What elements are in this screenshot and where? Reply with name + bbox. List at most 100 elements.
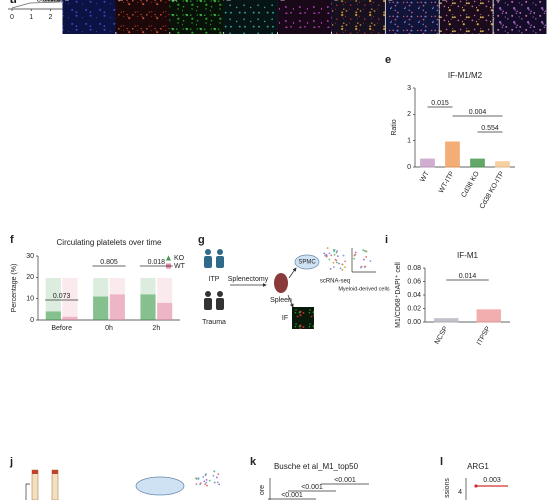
- tube: [51, 469, 59, 500]
- umap-dot: [336, 250, 339, 253]
- spleen: [274, 273, 288, 293]
- panel-label: j: [9, 456, 13, 468]
- umap-dot: [212, 474, 215, 477]
- umap-dot: [216, 481, 219, 484]
- label: Splenectomy: [228, 276, 269, 283]
- row-label: WT-ITP: [44, 0, 66, 4]
- point: [474, 484, 478, 488]
- umap-dot: [217, 473, 220, 476]
- p-value: 0.003: [483, 477, 501, 484]
- y-tick-label: 0.06: [407, 278, 421, 285]
- umap-dot: [213, 470, 216, 473]
- panel-label: i: [385, 234, 388, 246]
- umap-dot: [342, 254, 345, 257]
- umap-dot: [195, 478, 198, 480]
- y-tick-label: 0.04: [407, 292, 421, 299]
- p-value: 0.004: [469, 109, 487, 116]
- umap-dot: [338, 262, 340, 265]
- panel-label: f: [10, 234, 14, 246]
- umap-dot: [336, 255, 339, 258]
- umap-dot: [344, 260, 347, 263]
- y-tick-label: 20: [26, 274, 34, 281]
- bar: [62, 316, 78, 320]
- dish: [294, 254, 320, 270]
- y-tick-label: 0.02: [407, 305, 421, 312]
- legend-swatch: [166, 255, 171, 261]
- plot-dot: [362, 249, 365, 251]
- row-label: Control-SP: [337, 0, 369, 4]
- plot-dot: [354, 253, 357, 256]
- bar: [93, 296, 109, 320]
- umap-dot: [332, 261, 335, 264]
- panel-label: e: [385, 54, 391, 66]
- bar: [420, 158, 435, 168]
- x-tick-label: ITPSP: [476, 325, 492, 346]
- bar: [45, 311, 61, 320]
- umap-dot: [326, 247, 329, 249]
- micrograph: [493, 0, 547, 34]
- tube-cap: [32, 470, 38, 474]
- bar: [470, 158, 485, 168]
- plot-dot: [353, 257, 355, 260]
- umap-dot: [323, 252, 326, 255]
- label: scRNA-seq: [320, 279, 350, 285]
- if-image: [292, 307, 314, 329]
- label: ITP: [209, 276, 220, 283]
- p-value: 0.015: [431, 100, 449, 107]
- bar: [476, 309, 501, 323]
- umap-dot: [205, 478, 208, 481]
- umap-dot: [195, 483, 198, 486]
- panel-label: g: [198, 234, 205, 246]
- micrograph: [62, 0, 116, 34]
- y-tick-label: 4: [458, 489, 462, 496]
- umap-dot: [341, 268, 344, 271]
- x-tick-label: NCSP: [434, 325, 450, 346]
- umap-dot: [336, 261, 338, 264]
- tube-cap: [52, 470, 58, 474]
- legend-label: KO: [174, 255, 185, 262]
- micrograph: [439, 0, 493, 34]
- umap-dot: [203, 480, 206, 483]
- umap-dot: [213, 481, 216, 484]
- umap-dot: [344, 266, 347, 269]
- bar: [445, 141, 460, 168]
- y-axis-label: Percentage (%): [11, 264, 18, 313]
- umap-dot: [333, 250, 336, 253]
- bar: [109, 294, 125, 320]
- y-tick-label: 1: [407, 138, 411, 145]
- person-head: [217, 249, 223, 255]
- arrow: [288, 267, 297, 279]
- arrow: [287, 294, 294, 308]
- y-tick-label: 0.00: [407, 319, 421, 326]
- bar: [157, 302, 173, 320]
- legend-label: WT: [174, 263, 186, 270]
- bar: [495, 161, 510, 168]
- person-body: [216, 298, 224, 310]
- x-tick-label: WT: [419, 170, 431, 184]
- x-tick-label: 2h: [152, 325, 160, 332]
- umap-dot: [218, 483, 221, 486]
- label: SPMC: [298, 260, 316, 266]
- bar: [434, 318, 459, 323]
- umap-dot: [328, 258, 331, 261]
- plot-dot: [363, 250, 366, 252]
- umap-dot: [335, 251, 338, 254]
- x-tick-label: 0h: [105, 325, 113, 332]
- person-body: [204, 256, 212, 268]
- y-tick-label: 0: [30, 317, 34, 324]
- p-value: 0.805: [100, 259, 118, 266]
- p-value: 0.014: [459, 273, 477, 280]
- panel-label: l: [440, 456, 443, 468]
- label: IF: [282, 315, 288, 322]
- person-body: [204, 298, 212, 310]
- chart-title: IF-M1: [457, 251, 478, 260]
- y-tick-label: 2: [407, 111, 411, 118]
- bar: [140, 294, 156, 320]
- x-tick-label: Cd38 KO-ITP: [479, 170, 506, 210]
- p-value: <0.001: [334, 477, 356, 484]
- chart-title: IF-M1/M2: [448, 71, 483, 80]
- bracket: [25, 483, 30, 500]
- label: Myeloid-derived cells: [338, 286, 390, 292]
- panel-label: d: [10, 0, 17, 6]
- umap-dot: [204, 483, 207, 486]
